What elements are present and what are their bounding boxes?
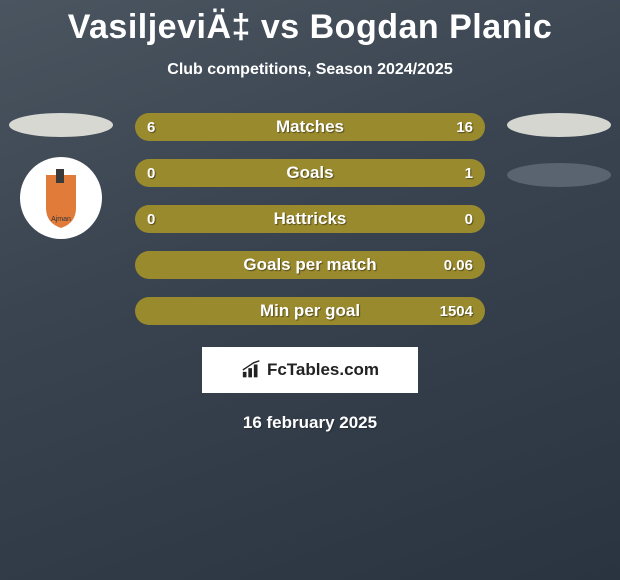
stat-label: Min per goal	[260, 301, 360, 321]
stat-bar-gpm: Goals per match 0.06	[135, 251, 485, 279]
stat-label: Hattricks	[274, 209, 347, 229]
stat-label: Goals per match	[243, 255, 376, 275]
subtitle: Club competitions, Season 2024/2025	[0, 61, 620, 79]
stat-right-value: 16	[456, 119, 473, 136]
right-badge-oval-2	[507, 163, 611, 187]
stat-right-value: 1504	[440, 303, 473, 320]
club-name-text: Ajman	[51, 216, 71, 223]
left-club-logo: Ajman	[20, 157, 102, 239]
right-player-column	[504, 113, 614, 187]
stat-bar-matches: 6 Matches 16	[135, 113, 485, 141]
stat-label: Goals	[286, 163, 333, 183]
page-title: VasiljeviÄ‡ vs Bogdan Planic	[0, 0, 620, 47]
stat-bars: 6 Matches 16 0 Goals 1 0 Hattricks 0 Goa…	[135, 113, 485, 325]
left-player-column: Ajman	[6, 113, 116, 239]
comparison-content: Ajman 6 Matches 16 0 Goals 1 0 Hattricks…	[0, 113, 620, 433]
tower-shape	[56, 169, 64, 183]
stat-bar-mpg: Min per goal 1504	[135, 297, 485, 325]
date-text: 16 february 2025	[0, 413, 620, 433]
bar-chart-icon	[241, 360, 263, 380]
stat-left-value: 0	[147, 165, 155, 182]
stat-label: Matches	[276, 117, 344, 137]
stat-left-value: 6	[147, 119, 155, 136]
stat-left-value: 0	[147, 211, 155, 228]
club-logo-svg: Ajman	[26, 163, 96, 233]
stat-bar-hattricks: 0 Hattricks 0	[135, 205, 485, 233]
stat-right-value: 1	[465, 165, 473, 182]
stat-right-value: 0.06	[444, 257, 473, 274]
source-logo-text: FcTables.com	[267, 360, 379, 380]
stat-right-value: 0	[465, 211, 473, 228]
right-badge-oval-1	[507, 113, 611, 137]
source-logo-box: FcTables.com	[202, 347, 418, 393]
stat-bar-goals: 0 Goals 1	[135, 159, 485, 187]
left-badge-oval	[9, 113, 113, 137]
